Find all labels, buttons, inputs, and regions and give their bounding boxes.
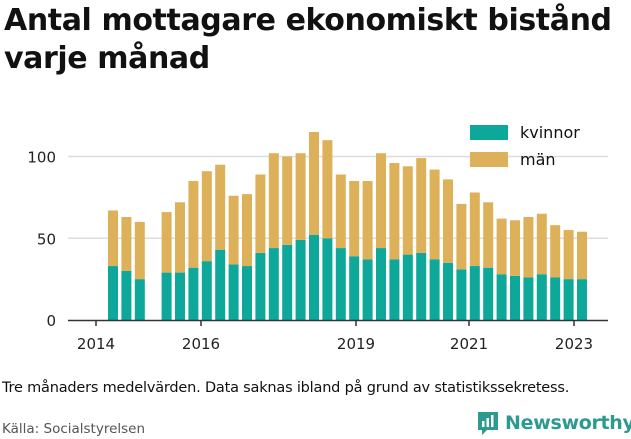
bar-man-32	[536, 213, 547, 275]
bar-kvinnor-11	[255, 252, 266, 320]
bar-kvinnor-10	[242, 266, 252, 320]
bar-kvinnor-17	[335, 248, 346, 320]
bar-kvinnor-6	[188, 267, 199, 320]
bar-kvinnor-16	[322, 238, 333, 320]
bar-kvinnor-24	[429, 259, 440, 320]
bar-man-18	[349, 181, 360, 257]
bar-kvinnor-32	[536, 274, 547, 320]
bar-man-15	[309, 131, 319, 235]
bar-kvinnor-13	[282, 244, 293, 320]
bar-kvinnor-4	[161, 272, 172, 320]
bar-man-28	[483, 202, 494, 268]
bar-man-23	[416, 158, 427, 253]
bar-kvinnor-0	[108, 266, 118, 320]
bar-kvinnor-5	[175, 272, 185, 320]
legend: kvinnor män	[470, 123, 580, 169]
x-tick-label-2021: 2021	[450, 335, 488, 353]
bar-kvinnor-22	[402, 254, 413, 320]
bar-kvinnor-20	[376, 248, 386, 320]
bar-kvinnor-8	[215, 249, 226, 320]
bar-man-33	[550, 225, 561, 278]
bar-kvinnor-35	[577, 279, 587, 320]
bar-man-4	[161, 212, 172, 273]
bar-kvinnor-31	[523, 277, 534, 320]
bar-kvinnor-23	[416, 252, 427, 320]
axes: 0 50 100 2014 2016 2019 2021 2023	[27, 149, 608, 353]
bar-man-1	[121, 216, 132, 271]
bar-man-14	[295, 153, 306, 240]
bar-kvinnor-19	[362, 259, 373, 320]
bar-kvinnor-7	[201, 261, 212, 320]
bar-kvinnor-27	[469, 266, 480, 320]
brand-logo[interactable]: Newsworthy	[476, 409, 631, 437]
bar-kvinnor-34	[563, 279, 574, 320]
bar-man-25	[443, 179, 453, 263]
bar-man-0	[108, 210, 118, 267]
chart-title: Antal mottagare ekonomiskt bistånd varje…	[4, 3, 612, 76]
bar-man-24	[429, 169, 440, 260]
bar-man-9	[228, 195, 239, 265]
bar-man-29	[496, 218, 507, 275]
bar-man-6	[188, 181, 199, 268]
bar-man-27	[469, 192, 480, 267]
bar-kvinnor-18	[349, 256, 360, 320]
bar-kvinnor-30	[510, 275, 520, 320]
bar-kvinnor-26	[456, 269, 467, 320]
source-text: Källa: Socialstyrelsen	[2, 421, 146, 437]
x-tick-label-2023: 2023	[555, 335, 593, 353]
bar-kvinnor-12	[268, 248, 279, 320]
bar-kvinnor-25	[443, 262, 453, 320]
bar-man-2	[134, 221, 145, 280]
bar-kvinnor-15	[309, 234, 319, 320]
bar-man-13	[282, 156, 293, 245]
bar-man-19	[362, 181, 373, 260]
legend-label-0: kvinnor	[520, 123, 580, 142]
bar-man-5	[175, 202, 185, 273]
bar-man-20	[376, 153, 386, 249]
y-tick-label-50: 50	[37, 230, 56, 248]
chart-area: 0 50 100 2014 2016 2019 2021 2023 kvinnor män	[27, 123, 608, 353]
bar-kvinnor-1	[121, 270, 132, 320]
bar-man-11	[255, 174, 266, 253]
chart-note: Tre månaders medelvärden. Data saknas ib…	[2, 380, 570, 396]
bar-man-7	[201, 171, 212, 262]
brand-name: Newsworthy	[505, 412, 631, 434]
newsworthy-logo-icon	[478, 412, 498, 435]
bar-kvinnor-2	[134, 279, 145, 320]
x-tick-label-2019: 2019	[337, 335, 375, 353]
x-tick-label-2014: 2014	[77, 335, 115, 353]
bar-man-35	[577, 231, 587, 280]
bar-man-10	[242, 194, 252, 267]
bar-kvinnor-29	[496, 274, 507, 320]
bar-kvinnor-21	[389, 259, 400, 320]
legend-swatch-1	[470, 152, 508, 167]
bar-man-21	[389, 163, 400, 260]
x-tick-label-2016: 2016	[182, 335, 220, 353]
bar-man-16	[322, 140, 333, 239]
bar-man-8	[215, 164, 226, 250]
bar-man-34	[563, 230, 574, 280]
bar-man-31	[523, 216, 534, 278]
y-tick-label-0: 0	[46, 312, 56, 330]
legend-swatch-0	[470, 125, 508, 140]
bar-man-30	[510, 220, 520, 276]
bar-man-22	[402, 166, 413, 255]
bar-kvinnor-33	[550, 277, 561, 320]
bars	[108, 131, 587, 320]
bar-kvinnor-9	[228, 264, 239, 320]
bar-man-12	[268, 153, 279, 249]
legend-label-1: män	[520, 150, 556, 169]
bar-man-26	[456, 203, 467, 270]
bar-man-17	[335, 174, 346, 249]
bar-kvinnor-28	[483, 267, 494, 320]
bar-kvinnor-14	[295, 239, 306, 320]
y-tick-label-100: 100	[27, 149, 56, 167]
